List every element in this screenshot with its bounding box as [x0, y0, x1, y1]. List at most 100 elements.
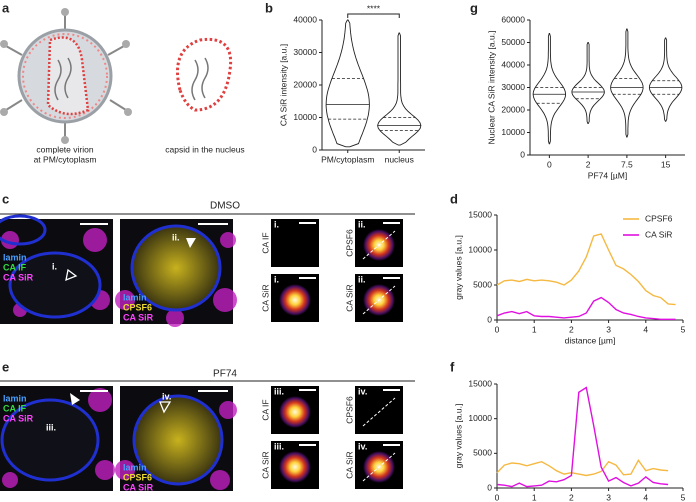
- y-axis-label: Nuclear CA SiR intensity [a.u.]: [486, 31, 496, 145]
- line-series: [496, 386, 669, 488]
- y-tick-label: 20000: [501, 104, 525, 114]
- y-tick-label: 0: [312, 144, 317, 154]
- illustration-label: complete virion: [36, 144, 93, 154]
- channel-label: lamin: [123, 292, 147, 302]
- significance-label: ****: [367, 3, 381, 13]
- tile-channel: CA SiR: [344, 451, 354, 478]
- significance-bracket: [347, 13, 400, 18]
- tile-channel: CA SiR: [260, 284, 270, 311]
- x-tick-label: 1: [532, 324, 537, 334]
- channel-label: CA SiR: [123, 482, 154, 492]
- channel-label: CA IF: [3, 403, 27, 413]
- x-tick-label: 3: [606, 324, 611, 334]
- tile-roi: ii.: [358, 219, 366, 229]
- panel-letter: b: [265, 0, 273, 15]
- tile-signal: [279, 284, 311, 316]
- y-axis-label: CA SiR intensity [a.u.]: [278, 44, 288, 126]
- channel-label: CA SiR: [3, 413, 34, 423]
- tile-channel: CA SiR: [344, 284, 354, 311]
- violin: [532, 33, 567, 145]
- x-tick-label: 5: [681, 492, 686, 502]
- x-tick-label: 0: [495, 324, 500, 334]
- panel-title: DMSO: [210, 201, 240, 212]
- tile-roi: i.: [274, 219, 279, 229]
- tile-roi: iii.: [274, 441, 284, 451]
- x-tick-label: PM/cytoplasm: [321, 154, 374, 164]
- tile: [271, 219, 319, 267]
- tile-channel: CA IF: [260, 399, 270, 420]
- line-series: [496, 233, 676, 306]
- legend-label: CPSF6: [645, 213, 673, 223]
- violin: [648, 37, 683, 122]
- y-tick-label: 10000: [501, 127, 525, 137]
- y-tick-label: 15000: [468, 378, 492, 388]
- tile-roi: iv.: [358, 441, 367, 451]
- virion-illustration: [0, 8, 233, 144]
- violin: [377, 32, 422, 146]
- tile-channel: CPSF6: [344, 396, 354, 424]
- panel-letter: d: [450, 191, 458, 206]
- y-tick-label: 15000: [468, 209, 492, 219]
- x-tick-label: 15: [661, 159, 671, 169]
- x-tick-label: 2: [586, 159, 591, 169]
- x-tick-label: 4: [643, 492, 648, 502]
- x-tick-label: 1: [532, 492, 537, 502]
- profile-line: [362, 397, 396, 427]
- y-axis-label: gray values [a.u.]: [453, 404, 463, 469]
- x-axis-label: distance [µm]: [565, 335, 616, 345]
- illustration-label: at PM/cytoplasm: [34, 154, 97, 164]
- channel-label: lamin: [123, 462, 147, 472]
- x-tick-label: 3: [606, 492, 611, 502]
- channel-label: CPSF6: [123, 302, 152, 312]
- violin: [325, 19, 370, 148]
- y-tick-label: 0: [487, 314, 492, 324]
- violin: [571, 42, 605, 124]
- y-tick-label: 10000: [468, 413, 492, 423]
- channel-label: CA SiR: [123, 312, 154, 322]
- roi-label: ii.: [172, 232, 180, 242]
- x-tick-label: 4: [643, 324, 648, 334]
- profile-line: [362, 452, 396, 482]
- x-axis-label: PF74 [µM]: [588, 170, 627, 180]
- micrograph: [0, 386, 237, 491]
- y-tick-label: 30000: [293, 47, 317, 57]
- x-tick-label: nucleus: [385, 154, 414, 164]
- y-tick-label: 5000: [473, 279, 492, 289]
- tile-channel: CA SiR: [260, 451, 270, 478]
- micrograph: [0, 214, 237, 327]
- channel-label: CA SiR: [3, 272, 34, 282]
- panel-letter: a: [2, 0, 10, 15]
- x-tick-label: 0: [547, 159, 552, 169]
- y-tick-label: 40000: [501, 59, 525, 69]
- y-axis-label: gray values [a.u.]: [453, 235, 463, 300]
- x-tick-label: 5: [681, 324, 686, 334]
- line-series: [496, 296, 676, 320]
- tile-roi: i.: [274, 274, 279, 284]
- violin: [610, 28, 644, 138]
- roi-label: iii.: [46, 422, 56, 432]
- y-tick-label: 0: [520, 149, 525, 159]
- y-tick-label: 5000: [473, 448, 492, 458]
- y-tick-label: 50000: [501, 37, 525, 47]
- tile-channel: CA IF: [260, 232, 270, 253]
- channel-label: CA IF: [3, 262, 27, 272]
- panel-title: PF74: [213, 369, 237, 380]
- channel-label: lamin: [3, 393, 27, 403]
- profile-line: [362, 285, 396, 315]
- y-tick-label: 10000: [293, 112, 317, 122]
- x-tick-label: 2: [569, 492, 574, 502]
- tile-roi: iii.: [274, 386, 284, 396]
- y-tick-label: 10000: [468, 244, 492, 254]
- roi-label: i.: [52, 261, 57, 271]
- y-tick-label: 30000: [501, 82, 525, 92]
- profile-line: [362, 230, 396, 260]
- tile-signal: [279, 451, 311, 483]
- panel-letter: g: [470, 0, 478, 15]
- tile-roi: ii.: [358, 274, 366, 284]
- y-tick-label: 40000: [293, 14, 317, 24]
- illustration-label: capsid in the nucleus: [165, 144, 244, 154]
- tile-roi: iv.: [358, 386, 367, 396]
- y-tick-label: 0: [487, 482, 492, 492]
- line-series: [496, 458, 669, 477]
